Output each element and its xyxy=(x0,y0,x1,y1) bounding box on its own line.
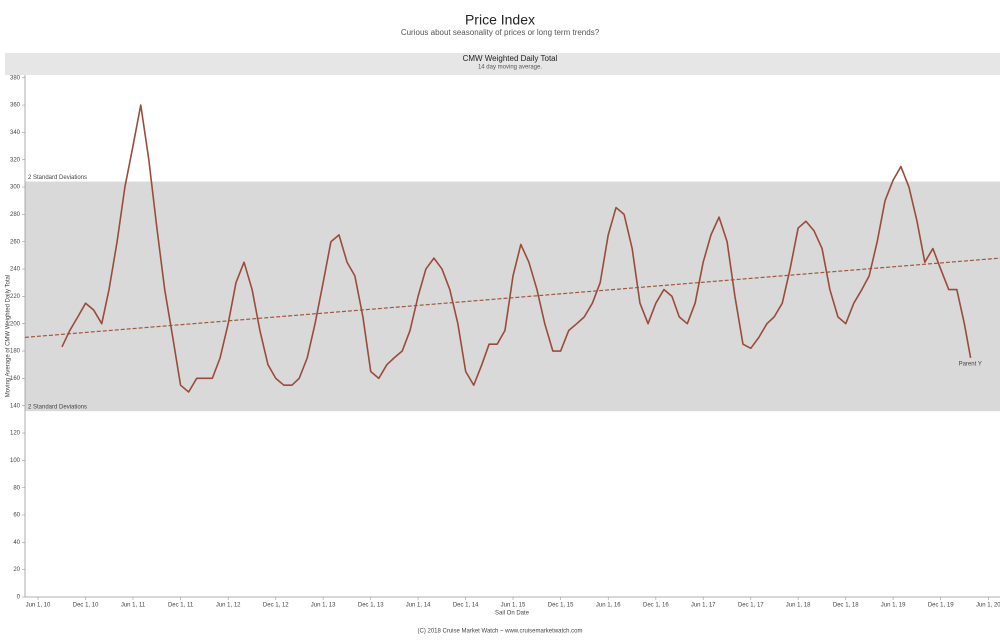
x-tick-label: Jun 1, 11 xyxy=(121,603,146,609)
y-tick-label: 100 xyxy=(10,458,21,464)
y-tick-label: 280 xyxy=(10,212,21,218)
x-tick-label: Jun 1, 19 xyxy=(881,603,906,609)
x-axis-label: Sail On Date xyxy=(495,611,530,617)
band-label: 2 Standard Deviations xyxy=(28,175,87,181)
x-tick-label: Dec 1, 17 xyxy=(738,603,764,609)
std-band xyxy=(25,181,1000,412)
y-tick-label: 300 xyxy=(10,185,21,191)
panel-header xyxy=(5,53,1000,75)
x-tick-label: Jun 1, 17 xyxy=(691,603,716,609)
series-label: Parent Y xyxy=(959,361,982,367)
panel-subtitle: 14 day moving average. xyxy=(478,65,542,71)
x-tick-label: Dec 1, 16 xyxy=(643,603,669,609)
trend-line xyxy=(24,257,1000,338)
chart-title: Price Index xyxy=(465,12,535,28)
x-tick-label: Dec 1, 14 xyxy=(453,603,479,609)
x-tick-label: Jun 1, 10 xyxy=(26,603,51,609)
x-tick-label: Jun 1, 16 xyxy=(596,603,621,609)
y-tick-label: 360 xyxy=(10,103,21,109)
x-tick-label: Jun 1, 14 xyxy=(406,603,431,609)
x-tick-label: Dec 1, 19 xyxy=(928,603,954,609)
series-line xyxy=(61,104,972,393)
y-tick-label: 120 xyxy=(10,431,21,437)
y-axis-label: Moving Average of CMW Weighted Daily Tot… xyxy=(6,275,12,397)
y-tick-label: 180 xyxy=(10,349,21,355)
y-tick-label: 320 xyxy=(10,157,21,163)
x-tick-label: Dec 1, 13 xyxy=(358,603,384,609)
x-tick-label: Dec 1, 15 xyxy=(548,603,574,609)
x-tick-label: Dec 1, 12 xyxy=(263,603,289,609)
x-tick-label: Jun 1, 13 xyxy=(311,603,336,609)
y-tick-label: 340 xyxy=(10,130,21,136)
y-tick-label: 60 xyxy=(13,513,20,519)
y-tick-label: 160 xyxy=(10,376,21,382)
x-tick-label: Jun 1, 15 xyxy=(501,603,526,609)
x-tick-label: Dec 1, 18 xyxy=(833,603,859,609)
y-tick-label: 140 xyxy=(10,403,21,409)
y-tick-label: 260 xyxy=(10,239,21,245)
panel-title: CMW Weighted Daily Total xyxy=(463,54,558,63)
y-tick-label: 20 xyxy=(13,567,20,573)
y-tick-label: 200 xyxy=(10,321,21,327)
x-tick-label: Jun 1, 20 xyxy=(976,603,1000,609)
x-tick-label: Dec 1, 10 xyxy=(73,603,99,609)
y-tick-label: 240 xyxy=(10,267,21,273)
y-tick-label: 0 xyxy=(17,595,21,601)
band-label: 2 Standard Deviations xyxy=(28,405,87,411)
y-tick-label: 40 xyxy=(13,540,20,546)
x-tick-label: Jun 1, 12 xyxy=(216,603,241,609)
y-tick-label: 80 xyxy=(13,485,20,491)
footer: (C) 2018 Cruise Market Watch ~ www.cruis… xyxy=(418,629,583,635)
chart-subtitle: Curious about seasonality of prices or l… xyxy=(401,28,600,37)
x-tick-label: Jun 1, 18 xyxy=(786,603,811,609)
x-tick-label: Dec 1, 11 xyxy=(168,603,194,609)
y-tick-label: 380 xyxy=(10,75,21,81)
y-tick-label: 220 xyxy=(10,294,21,300)
